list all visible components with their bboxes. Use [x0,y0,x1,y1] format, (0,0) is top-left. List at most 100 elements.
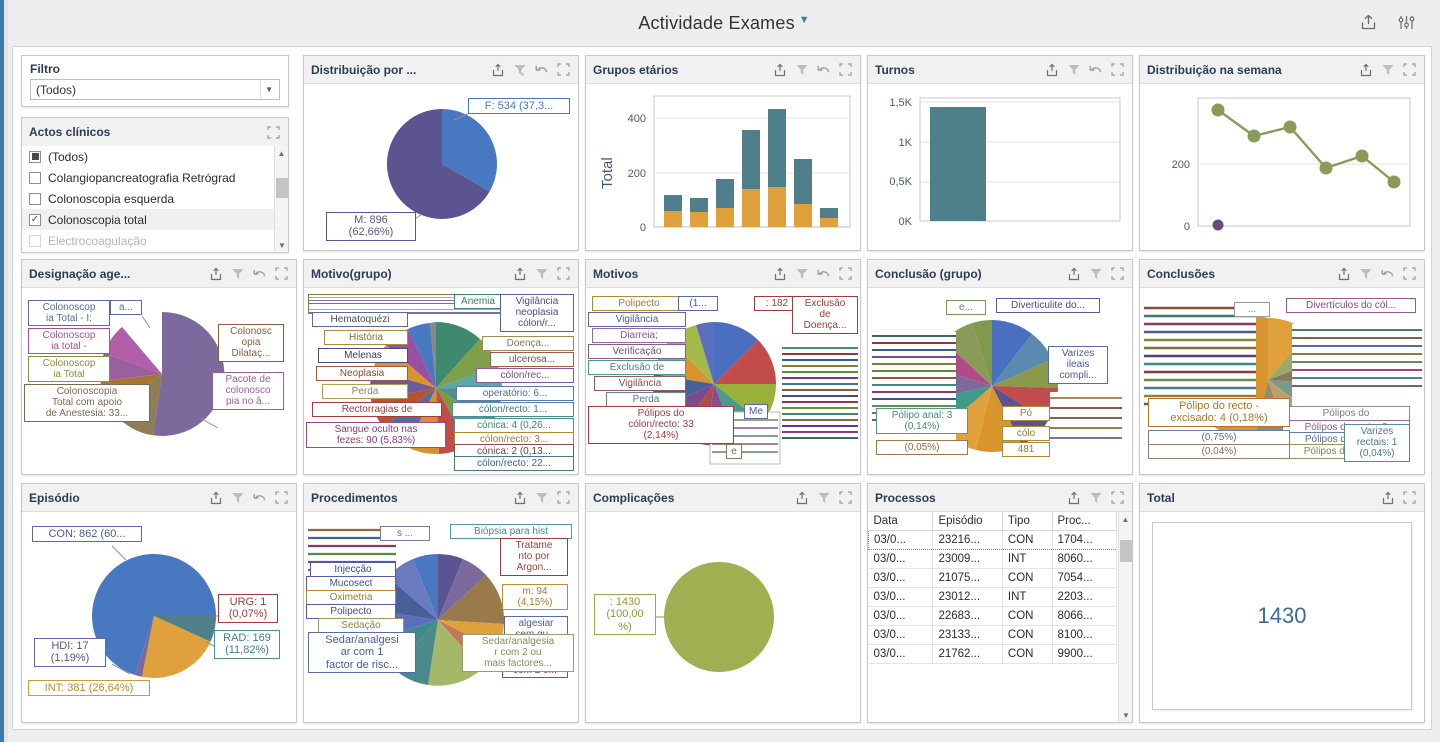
fullscreen-icon[interactable] [556,266,571,281]
pie-label-polipo-recto: Pólipo do recto - excisado: 4 (0,18%) [1148,398,1290,427]
cell-tipo: CON [1002,625,1053,645]
undo-icon[interactable] [252,266,267,281]
export-icon[interactable] [512,266,527,281]
header-actions [1358,11,1416,33]
export-icon[interactable] [1380,490,1395,505]
export-icon[interactable] [772,62,787,77]
undo-icon[interactable] [816,62,831,77]
pie-label-075: (0,75%) [1148,430,1290,446]
col-data[interactable]: Data [868,512,934,531]
export-icon[interactable] [1358,11,1378,33]
processos-scrollbar[interactable]: ▲ ▼ [1118,512,1132,722]
chart-grupos-etarios: Total 400 200 0 [599,95,851,234]
scroll-down-icon[interactable]: ▼ [1122,710,1130,720]
undo-icon[interactable] [1380,266,1395,281]
checkbox-off-icon[interactable] [29,192,41,205]
clear-filter-icon[interactable] [1088,266,1103,281]
panel-conclusoes: Conclusões [1139,259,1425,475]
export-icon[interactable] [490,62,505,77]
table-row[interactable]: 03/0... 23009... INT 8060... [868,549,1117,569]
clear-filter-icon[interactable] [794,266,809,281]
checkbox-off-icon[interactable] [29,234,41,247]
fullscreen-icon[interactable] [1110,490,1125,505]
col-episodio[interactable]: Episódio [932,512,1003,531]
undo-icon[interactable] [816,266,831,281]
export-icon[interactable] [1044,62,1059,77]
table-row[interactable]: 03/0... 22683... CON 8066... [868,606,1117,626]
clear-filter-icon[interactable]: x [512,62,527,77]
fullscreen-icon[interactable] [1110,62,1125,77]
undo-icon[interactable] [252,490,267,505]
pie-label-verificacao: Verificação [588,344,686,360]
clear-filter-icon[interactable] [816,490,831,505]
clear-filter-icon[interactable] [1380,62,1395,77]
fullscreen-icon[interactable] [266,125,281,140]
panel-header: Procedimentos [304,484,578,512]
fullscreen-icon[interactable] [1110,266,1125,281]
fullscreen-icon[interactable] [838,266,853,281]
pie-label-me: Me [744,404,768,420]
export-icon[interactable] [1066,266,1081,281]
export-icon[interactable] [1358,62,1373,77]
clear-filter-icon[interactable] [534,266,549,281]
actos-item-4[interactable]: Electrocoagulação [22,230,274,251]
panel-body[interactable]: Data Episódio Tipo Proc... 03/0... 23216… [868,512,1132,722]
fullscreen-icon[interactable] [1402,490,1417,505]
actos-item-2[interactable]: Colonoscopia esquerda [22,188,274,209]
actos-item-1[interactable]: Colangiopancreatografia Retrógrad [22,167,274,188]
export-icon[interactable] [794,490,809,505]
table-row[interactable]: 03/0... 21075... CON 7054... [868,568,1117,588]
label-hemato: Hematoquézi [312,312,408,328]
clear-filter-icon[interactable] [230,490,245,505]
col-tipo[interactable]: Tipo [1002,512,1053,531]
table-row[interactable]: 03/0... 21762... CON 9900... [868,644,1117,664]
checkbox-off-icon[interactable] [29,171,41,184]
export-icon[interactable] [1066,490,1081,505]
total-value-card: 1430 [1152,522,1412,710]
pie-label-con: CON: 862 (60... [32,526,142,543]
filtro-select[interactable]: (Todos) ▼ [30,79,280,100]
clear-filter-icon[interactable] [794,62,809,77]
fullscreen-icon[interactable] [1402,266,1417,281]
fullscreen-icon[interactable] [838,62,853,77]
scroll-thumb[interactable] [276,178,288,198]
filter-icon[interactable]: ▼ [798,13,810,26]
undo-icon[interactable] [1088,62,1103,77]
col-proc[interactable]: Proc... [1052,512,1117,531]
fullscreen-icon[interactable] [556,490,571,505]
checkbox-partial-icon[interactable] [29,150,41,163]
export-icon[interactable] [208,266,223,281]
fullscreen-icon[interactable] [274,266,289,281]
cell-tipo: CON [1002,644,1053,664]
scroll-down-icon[interactable]: ▼ [278,240,286,250]
clear-filter-icon[interactable] [1358,266,1373,281]
clear-filter-icon[interactable] [1066,62,1081,77]
clear-filter-icon[interactable] [1088,490,1103,505]
scroll-up-icon[interactable]: ▲ [277,148,286,158]
actos-item-3[interactable]: ✓ Colonoscopia total [22,209,274,230]
settings-icon[interactable] [1396,11,1416,33]
actos-scrollbar[interactable]: ▲ ▼ [274,146,288,252]
scroll-up-icon[interactable]: ▲ [1121,514,1130,524]
table-row[interactable]: 03/0... 23216... CON 1704... [868,530,1117,550]
export-icon[interactable] [1336,266,1351,281]
export-icon[interactable] [772,266,787,281]
scroll-thumb[interactable] [1120,540,1132,562]
table-row[interactable]: 03/0... 23012... INT 2203... [868,587,1117,607]
export-icon[interactable] [512,490,527,505]
panel-title: Distribuição por ... [311,62,417,77]
clear-filter-icon[interactable] [230,266,245,281]
export-icon[interactable] [208,490,223,505]
fullscreen-icon[interactable] [838,490,853,505]
table-row[interactable]: 03/0... 23133... CON 8100... [868,625,1117,645]
fullscreen-icon[interactable] [1402,62,1417,77]
clear-filter-icon[interactable] [534,490,549,505]
fullscreen-icon[interactable] [274,490,289,505]
actos-clinicos-list[interactable]: (Todos) Colangiopancreatografia Retrógra… [22,146,288,252]
undo-icon[interactable] [534,62,549,77]
panel-turnos: Turnos 1,5K 1K 0,5K 0K [867,55,1133,251]
actos-item-0[interactable]: (Todos) [22,146,274,167]
chevron-down-icon[interactable]: ▼ [260,80,277,99]
checkbox-on-icon[interactable]: ✓ [29,213,41,226]
fullscreen-icon[interactable] [556,62,571,77]
